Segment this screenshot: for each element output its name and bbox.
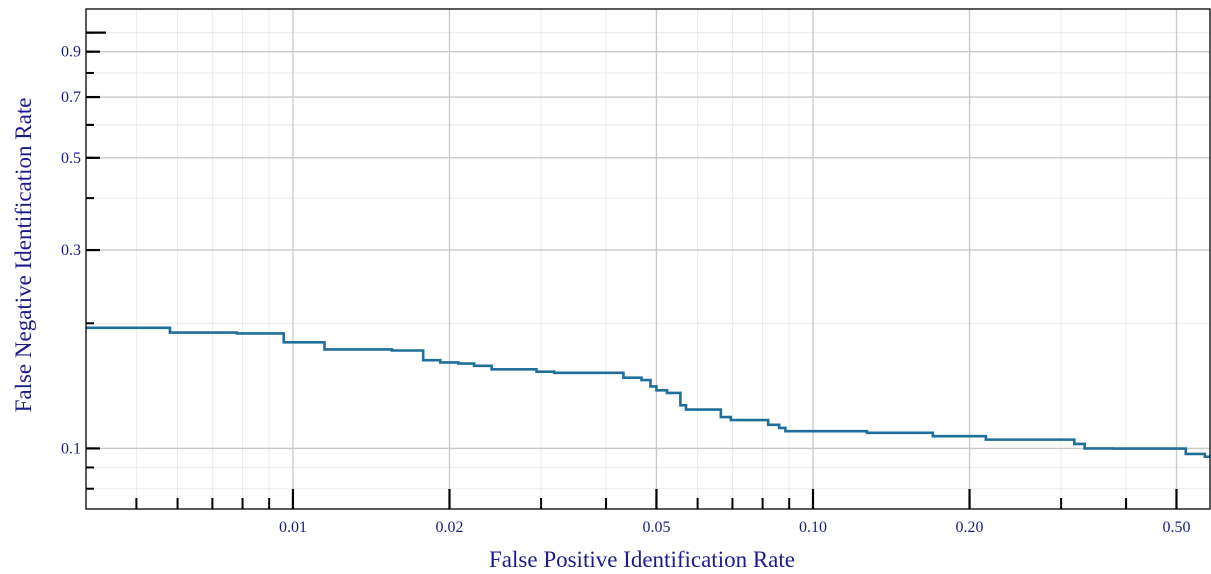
- y-tick-label: 0.7: [61, 89, 81, 106]
- y-tick-label: 0.5: [61, 150, 81, 167]
- y-tick-label: 0.9: [61, 44, 81, 61]
- x-axis-label: False Positive Identification Rate: [489, 547, 795, 572]
- ticks: [86, 31, 1178, 509]
- tick-labels: 0.01 0.02 0.05 0.10 0.20 0.50 0.1 0.3 0.5 0.7 0.9: [61, 44, 1190, 536]
- x-tick-label: 0.10: [799, 519, 827, 536]
- y-tick-label: 0.3: [61, 242, 81, 259]
- y-tick-label: 0.1: [61, 440, 81, 457]
- series-line-0: [86, 326, 1210, 459]
- x-tick-label: 0.05: [642, 519, 670, 536]
- x-tick-label: 0.01: [279, 519, 307, 536]
- y-axis-label: False Negative Identification Rate: [11, 98, 36, 413]
- plot-frame: [85, 8, 1211, 510]
- grid: [86, 9, 1210, 509]
- x-tick-label: 0.02: [435, 519, 463, 536]
- x-tick-label: 0.20: [956, 519, 984, 536]
- x-tick-label: 0.50: [1162, 519, 1190, 536]
